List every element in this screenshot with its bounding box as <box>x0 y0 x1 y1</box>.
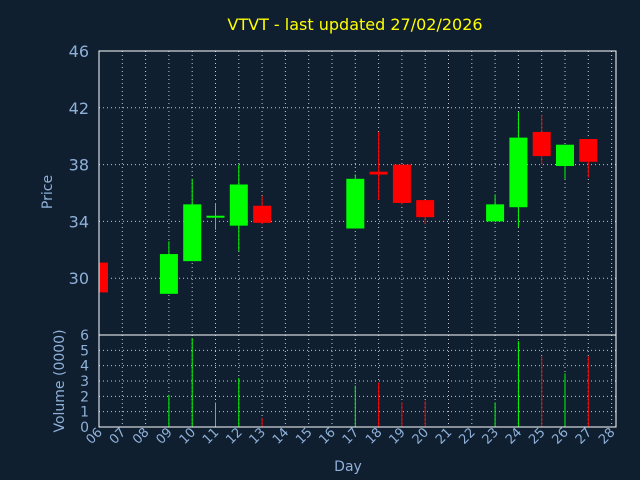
candle-body <box>159 254 178 294</box>
volume-tick-label: 5 <box>80 343 89 359</box>
candle-body <box>486 204 505 222</box>
day-tick-label: 25 <box>526 425 548 447</box>
day-tick-label: 19 <box>386 425 408 447</box>
volume-tick-label: 3 <box>80 374 89 390</box>
volume-tick-label: 4 <box>80 359 89 375</box>
candle-body <box>229 184 248 226</box>
day-tick-label: 16 <box>317 425 339 447</box>
price-tick-label: 34 <box>69 212 89 231</box>
x-axis: 06 07 08 09 10 11 12 13 14 15 16 17 18 19 20 21 22 23 24 25… <box>84 425 619 447</box>
candle-body <box>416 200 435 218</box>
volume-panel-frame <box>98 334 617 428</box>
volume-tick-label: 6 <box>80 328 89 344</box>
day-tick-label: 15 <box>293 425 315 447</box>
day-tick-label: 11 <box>200 425 222 447</box>
x-axis-title: Day <box>334 459 362 475</box>
volume-tick-label: 0 <box>80 420 89 436</box>
day-tick-label: 12 <box>223 425 245 447</box>
chart-title: VTVT - last updated 27/02/2026 <box>227 15 482 34</box>
day-tick-label: 24 <box>503 425 525 447</box>
day-tick-label: 08 <box>130 425 152 447</box>
candle-body <box>183 204 202 262</box>
day-tick-label: 21 <box>433 425 455 447</box>
price-tick-label: 42 <box>69 99 89 118</box>
day-tick-label: 09 <box>153 425 175 447</box>
candle-body <box>509 137 528 208</box>
day-tick-label: 17 <box>340 425 362 447</box>
day-tick-label: 10 <box>177 425 199 447</box>
price-tick-label: 30 <box>69 269 89 288</box>
candle-body <box>579 139 598 162</box>
day-tick-label: 20 <box>410 425 432 447</box>
candle-body <box>346 178 365 229</box>
candle-body <box>532 131 551 157</box>
price-axis-title: Price <box>40 175 56 209</box>
day-tick-label: 07 <box>107 425 129 447</box>
candles-group <box>99 112 598 294</box>
volume-tick-label: 2 <box>80 389 89 405</box>
day-tick-label: 26 <box>550 425 572 447</box>
candle-body <box>99 262 108 293</box>
candle-body <box>206 215 225 218</box>
candle-body <box>253 205 272 223</box>
price-tick-label: 46 <box>69 42 89 61</box>
candle-body <box>392 164 411 203</box>
day-tick-label: 13 <box>247 425 269 447</box>
day-tick-label: 22 <box>456 425 478 447</box>
day-tick-label: 27 <box>573 425 595 447</box>
volume-axis-title: Volume (0000) <box>52 329 68 432</box>
volume-tick-label: 1 <box>80 405 89 421</box>
candle-body <box>369 171 388 175</box>
day-tick-label: 18 <box>363 425 385 447</box>
day-tick-label: 23 <box>480 425 502 447</box>
price-panel: 30 34 38 42 46 <box>69 42 617 336</box>
price-tick-label: 38 <box>69 156 89 175</box>
day-tick-label: 14 <box>270 425 292 447</box>
day-tick-label: 28 <box>596 425 618 447</box>
candle-body <box>556 144 574 167</box>
